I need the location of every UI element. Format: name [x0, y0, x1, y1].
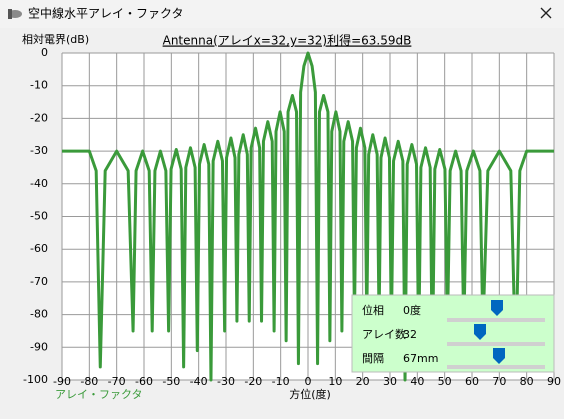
- y-tick-label: -90: [30, 340, 48, 353]
- control-panel: 位相 0度 アレイ数 32 間隔 67mm: [351, 294, 555, 373]
- x-tick-label: 10: [328, 375, 342, 388]
- x-tick-label: -70: [108, 375, 126, 388]
- control-label: 位相: [362, 303, 384, 317]
- y-axis-label: 相対電界(dB): [22, 32, 89, 46]
- window-title: 空中線水平アレイ・ファクタ: [28, 6, 184, 21]
- x-tick-label: -30: [217, 375, 235, 388]
- slider[interactable]: [447, 300, 545, 322]
- x-tick-label: 20: [356, 375, 370, 388]
- y-tick-label: -40: [30, 177, 48, 190]
- control-label: アレイ数: [362, 328, 406, 341]
- x-tick-label: 80: [520, 375, 534, 388]
- slider[interactable]: [447, 324, 545, 346]
- x-tick-label: 0: [305, 375, 312, 388]
- y-tick-label: -80: [30, 308, 48, 321]
- chart-title: Antenna(アレイx=32,y=32)利得=63.59dB: [163, 33, 412, 48]
- x-axis-label: 方位(度): [289, 387, 331, 401]
- y-tick-label: -60: [30, 242, 48, 255]
- title-bar: [0, 0, 564, 28]
- y-tick-label: -20: [30, 111, 48, 124]
- x-tick-label: -80: [80, 375, 98, 388]
- control-value: 67mm: [403, 352, 438, 365]
- x-tick-label: 90: [547, 375, 561, 388]
- slider[interactable]: [447, 348, 545, 369]
- close-button[interactable]: [530, 2, 562, 26]
- x-tick-label: -20: [244, 375, 262, 388]
- y-tick-label: -50: [30, 210, 48, 223]
- x-tick-label: -10: [272, 375, 290, 388]
- x-tick-label: -90: [53, 375, 71, 388]
- control-label: 間隔: [362, 352, 384, 365]
- y-tick-label: 0: [41, 46, 48, 59]
- x-tick-label: 60: [465, 375, 479, 388]
- y-tick-label: -70: [30, 275, 48, 288]
- y-tick-label: -10: [30, 79, 48, 92]
- app-icon: [8, 9, 22, 19]
- y-tick-label: -30: [30, 144, 48, 157]
- control-value: 32: [403, 328, 417, 341]
- x-tick-label: 70: [492, 375, 506, 388]
- y-tick-label: -100: [23, 373, 48, 386]
- x-tick-label: 30: [383, 375, 397, 388]
- x-tick-label: -60: [135, 375, 153, 388]
- x-tick-label: -50: [162, 375, 180, 388]
- control-value: 0度: [403, 303, 421, 317]
- x-tick-label: -40: [190, 375, 208, 388]
- x-tick-label: 50: [438, 375, 452, 388]
- legend-entry: アレイ・ファクタ: [55, 388, 143, 401]
- panel-background: [351, 294, 555, 373]
- x-tick-label: 40: [410, 375, 424, 388]
